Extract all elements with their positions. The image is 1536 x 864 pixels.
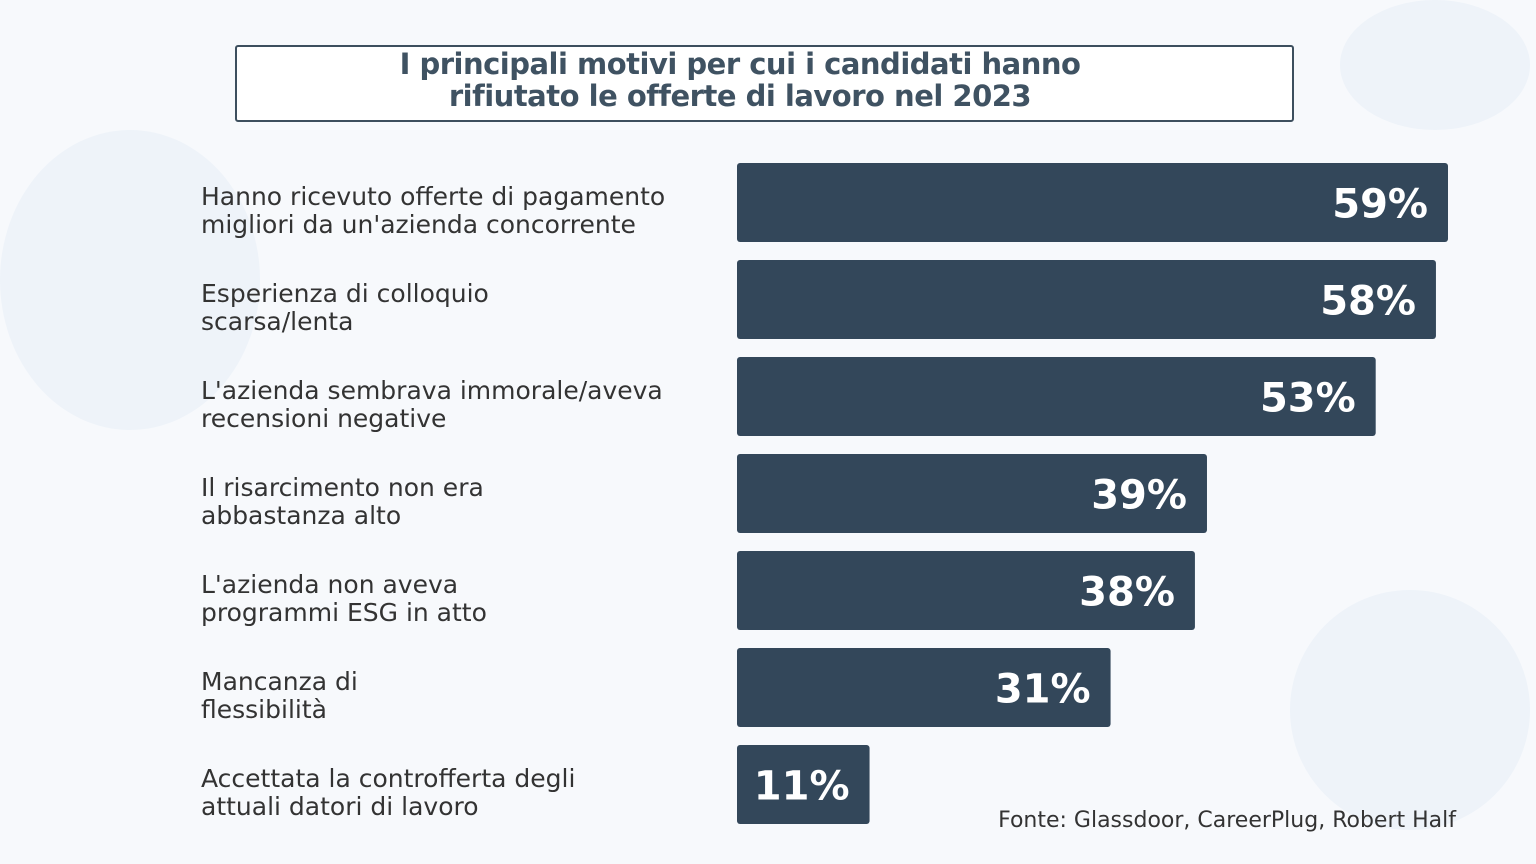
category-label: Il risarcimento non era abbastanza alto <box>201 474 731 530</box>
chart-title: I principali motivi per cui i candidati … <box>235 48 1245 112</box>
category-label-line: L'azienda non aveva <box>201 570 459 599</box>
data-label: 53% <box>1260 376 1356 422</box>
bar <box>737 551 1195 630</box>
background-shape <box>1340 0 1530 130</box>
data-label: 11% <box>754 764 850 810</box>
data-label: 58% <box>1320 279 1416 325</box>
category-label: Accettata la controfferta degli attuali d… <box>201 765 731 821</box>
title-box <box>235 45 1294 122</box>
category-label-line: Accettata la controfferta degli <box>201 764 576 793</box>
source-note: Fonte: Glassdoor, CareerPlug, Robert Hal… <box>998 808 1456 833</box>
background-shape <box>1290 590 1530 830</box>
category-label: L'azienda non aveva programmi ESG in atto <box>201 571 731 627</box>
category-label-line: Hanno ricevuto offerte di pagamento <box>201 182 666 211</box>
background-shape <box>0 130 260 430</box>
title-line: rifiutato le offerte di lavoro nel 2023 <box>448 79 1032 113</box>
bar <box>737 454 1207 533</box>
category-label-line: migliori da un'azienda concorrente <box>201 210 636 239</box>
category-label-line: scarsa/lenta <box>201 307 354 336</box>
category-label: Esperienza di colloquio scarsa/lenta <box>201 280 731 336</box>
category-label-line: flessibilità <box>201 695 327 724</box>
category-label: Hanno ricevuto offerte di pagamento migli… <box>201 183 731 239</box>
category-label-line: recensioni negative <box>201 404 447 433</box>
bar <box>737 357 1376 436</box>
category-label-line: abbastanza alto <box>201 501 402 530</box>
bar <box>737 260 1436 339</box>
bar <box>737 745 870 824</box>
category-label-line: Mancanza di <box>201 667 358 696</box>
category-label: L'azienda sembrava immorale/aveva recensi… <box>201 377 731 433</box>
category-label: Mancanza di flessibilità <box>201 668 731 724</box>
category-label-line: L'azienda sembrava immorale/aveva <box>201 376 663 405</box>
title-line: I principali motivi per cui i candidati … <box>399 47 1081 81</box>
bar <box>737 163 1448 242</box>
data-label: 59% <box>1332 182 1428 228</box>
data-label: 31% <box>995 667 1091 713</box>
category-label-line: Esperienza di colloquio <box>201 279 489 308</box>
data-label: 38% <box>1079 570 1175 616</box>
category-label-line: programmi ESG in atto <box>201 598 487 627</box>
bar <box>737 648 1111 727</box>
category-label-line: attuali datori di lavoro <box>201 792 479 821</box>
category-label-line: Il risarcimento non era <box>201 473 484 502</box>
data-label: 39% <box>1091 473 1187 519</box>
